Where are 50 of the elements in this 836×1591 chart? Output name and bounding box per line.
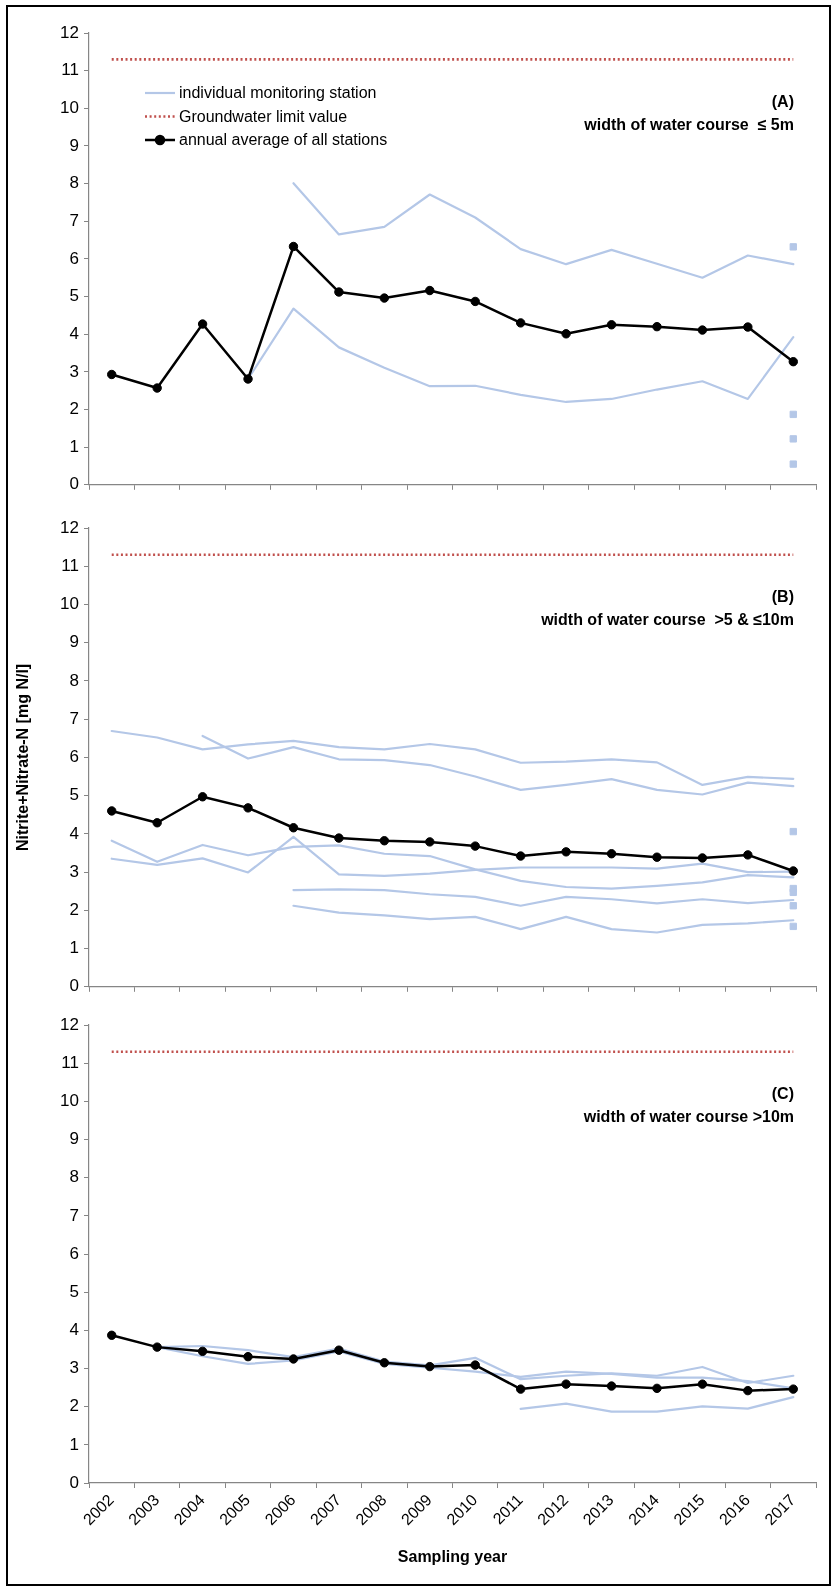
- y-tick-label: 8: [69, 670, 79, 690]
- y-tick-label: 10: [60, 594, 79, 614]
- y-tick-label: 2: [69, 900, 79, 920]
- annotation: (A): [771, 93, 794, 111]
- legend-label: annual average of all stations: [179, 131, 388, 149]
- annotation: width of water course ≤ 5m: [583, 116, 794, 134]
- y-tick-label: 6: [69, 248, 79, 268]
- y-tick-label: 10: [60, 97, 79, 117]
- y-tick-label: 4: [69, 823, 79, 843]
- y-tick-label: 0: [69, 976, 79, 996]
- y-tick-label: 3: [69, 361, 79, 381]
- y-tick-label: 7: [69, 1205, 79, 1225]
- y-tick-label: 1: [69, 938, 79, 958]
- y-tick-label: 8: [69, 1167, 79, 1187]
- y-tick-label: 6: [69, 1243, 79, 1263]
- legend-label: individual monitoring station: [179, 84, 377, 102]
- y-tick-label: 9: [69, 632, 79, 652]
- annotation: (C): [771, 1085, 794, 1103]
- y-tick-label: 9: [69, 135, 79, 155]
- y-tick-label: 5: [69, 286, 79, 306]
- y-tick-label: 12: [60, 517, 79, 537]
- y-tick-label: 5: [69, 785, 79, 805]
- y-tick-label: 0: [69, 1472, 79, 1492]
- y-tick-label: 5: [69, 1281, 79, 1301]
- y-tick-label: 12: [60, 1014, 79, 1034]
- annotation: width of water course >10m: [582, 1108, 794, 1126]
- y-tick-label: 12: [60, 22, 79, 42]
- y-tick-label: 4: [69, 1320, 79, 1340]
- y-tick-label: 9: [69, 1129, 79, 1149]
- y-tick-label: 8: [69, 173, 79, 193]
- y-tick-label: 6: [69, 747, 79, 767]
- y-tick-label: 1: [69, 1434, 79, 1454]
- annotation: width of water course >5 & ≤10m: [540, 611, 794, 629]
- y-tick-label: 2: [69, 399, 79, 419]
- y-tick-label: 11: [61, 1052, 79, 1072]
- y-tick-label: 3: [69, 861, 79, 881]
- y-tick-label: 7: [69, 210, 79, 230]
- y-tick-label: 11: [61, 555, 79, 575]
- y-tick-label: 7: [69, 708, 79, 728]
- y-tick-label: 11: [61, 60, 79, 80]
- y-tick-label: 10: [60, 1091, 79, 1111]
- y-axis-title: Nitrite+Nitrate-N [mg N/l]: [14, 663, 32, 851]
- y-tick-label: 2: [69, 1396, 79, 1416]
- x-axis-title: Sampling year: [397, 1547, 508, 1565]
- legend-label: Groundwater limit value: [179, 107, 348, 125]
- annotation: (B): [771, 588, 794, 606]
- y-tick-label: 3: [69, 1358, 79, 1378]
- y-tick-label: 4: [69, 323, 79, 343]
- y-tick-label: 0: [69, 474, 79, 494]
- y-tick-label: 1: [69, 436, 79, 456]
